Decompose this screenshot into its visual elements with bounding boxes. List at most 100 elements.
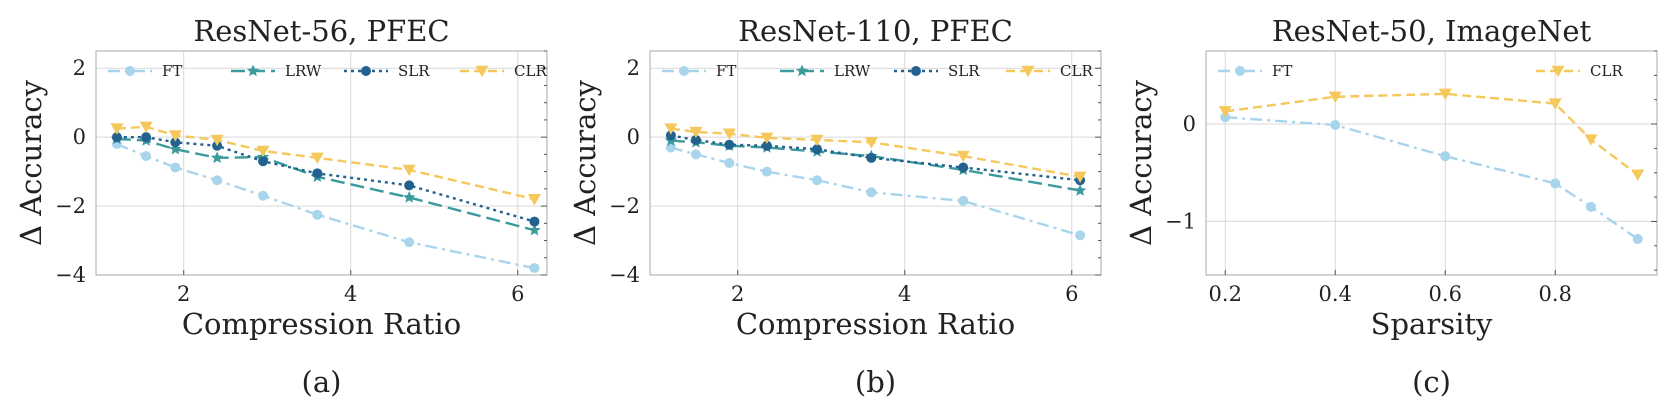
data-point-slr <box>665 130 676 141</box>
y-tick-label: −2 <box>609 194 640 218</box>
legend-item-slr: SLR <box>344 62 430 80</box>
x-axis-label: Sparsity <box>1371 307 1493 341</box>
data-point-clr <box>139 121 153 133</box>
data-point-ft <box>141 151 152 162</box>
data-point-clr <box>1438 88 1452 101</box>
x-tick-label: 6 <box>511 282 524 306</box>
legend-marker <box>795 64 809 77</box>
data-point-clr <box>722 128 736 140</box>
legend-marker <box>911 66 921 76</box>
x-tick-label: 0.2 <box>1209 282 1242 306</box>
legend-marker <box>1551 65 1565 78</box>
chart-title: ResNet-50, ImageNet <box>1272 14 1592 48</box>
data-point-clr <box>1073 171 1087 183</box>
data-point-slr <box>111 132 122 143</box>
legend-label: LRW <box>834 62 871 80</box>
data-point-clr <box>256 145 270 158</box>
x-tick-label: 4 <box>344 282 357 306</box>
x-tick-label: 0.6 <box>1429 282 1462 306</box>
subfigure-caption: (b) <box>855 365 896 399</box>
data-point-ft <box>866 187 877 198</box>
data-point-ft <box>258 190 269 201</box>
series-line-slr <box>116 135 535 223</box>
data-point-ft <box>212 175 223 186</box>
legend-item-clr: CLR <box>460 62 547 80</box>
legend-label: FT <box>716 62 736 80</box>
series-line-clr <box>116 125 535 201</box>
y-axis-label: Δ Accuracy <box>1124 79 1158 246</box>
series-line-ft <box>1225 116 1639 240</box>
data-point-lrw <box>528 223 541 236</box>
data-point-slr <box>724 139 735 150</box>
data-point-lrw <box>210 151 224 164</box>
data-point-slr <box>141 132 152 143</box>
legend-label: CLR <box>514 62 547 80</box>
series-line-lrw <box>670 139 1081 192</box>
data-point-ft <box>1440 151 1451 162</box>
data-point-clr <box>1548 98 1562 110</box>
y-tick-label: −4 <box>609 263 640 287</box>
data-point-ft <box>958 195 969 206</box>
x-axis-label: Compression Ratio <box>182 307 461 341</box>
y-tick-label: 2 <box>627 56 640 80</box>
subfigure-caption: (c) <box>1412 365 1451 399</box>
data-point-clr <box>956 150 970 163</box>
data-point-ft <box>170 162 181 173</box>
y-tick-label: 0 <box>1183 112 1196 136</box>
data-point-slr <box>690 134 701 145</box>
data-point-clr <box>168 130 182 142</box>
data-point-lrw <box>403 190 416 203</box>
legend-marker <box>1021 65 1035 78</box>
series-line-slr <box>670 134 1081 182</box>
legend-item-lrw: LRW <box>231 62 322 80</box>
legend-item-clr: CLR <box>1006 62 1093 80</box>
chart-panel-3: 0.2 0.4 0.6 0.8 −1 0 ResNet-50, ImageNet Sparsi… <box>1124 14 1658 399</box>
legend-item-clr: CLR <box>1536 62 1623 80</box>
chart-title: ResNet-110, PFEC <box>738 14 1013 48</box>
y-tick-label: 2 <box>73 56 86 80</box>
plot-frame <box>95 50 548 276</box>
x-tick-label: 2 <box>177 282 190 306</box>
legend-label: LRW <box>285 62 322 80</box>
data-point-clr <box>1584 134 1598 146</box>
x-axis-label: Compression Ratio <box>736 307 1015 341</box>
y-axis-label: Δ Accuracy <box>568 79 602 246</box>
data-point-ft <box>812 175 823 186</box>
series-line-lrw <box>116 137 535 232</box>
data-point-clr <box>1328 91 1342 103</box>
data-point-clr <box>210 134 224 147</box>
x-tick-label: 0.8 <box>1539 282 1572 306</box>
data-point-slr <box>866 152 877 163</box>
data-point-lrw <box>1073 184 1087 196</box>
data-point-clr <box>864 137 878 149</box>
data-point-clr <box>810 134 824 147</box>
legend-marker <box>1235 66 1245 76</box>
data-point-ft <box>404 237 415 248</box>
legend-item-ft: FT <box>1218 62 1292 80</box>
legend-marker <box>475 65 489 78</box>
subfigure-caption: (a) <box>302 365 342 399</box>
data-point-slr <box>404 180 415 191</box>
data-point-ft <box>1586 201 1596 212</box>
data-point-ft <box>312 209 323 220</box>
data-point-clr <box>664 123 678 135</box>
data-point-ft <box>724 158 735 168</box>
y-tick-label: 0 <box>73 125 86 149</box>
data-point-slr <box>529 216 540 227</box>
data-point-clr <box>402 164 416 177</box>
data-point-clr <box>110 123 124 135</box>
data-point-slr <box>812 144 823 155</box>
series-line-ft <box>670 146 1081 237</box>
data-point-clr <box>689 126 703 139</box>
y-axis-label: Δ Accuracy <box>14 79 48 246</box>
legend-label: SLR <box>398 62 430 80</box>
legend-label: SLR <box>948 62 980 80</box>
data-point-slr <box>761 140 772 151</box>
x-tick-label: 6 <box>1065 282 1078 306</box>
legend-item-ft: FT <box>108 62 182 80</box>
legend-label: FT <box>162 62 182 80</box>
legend-marker <box>125 66 135 76</box>
data-point-slr <box>958 162 969 173</box>
data-point-ft <box>1632 233 1643 244</box>
